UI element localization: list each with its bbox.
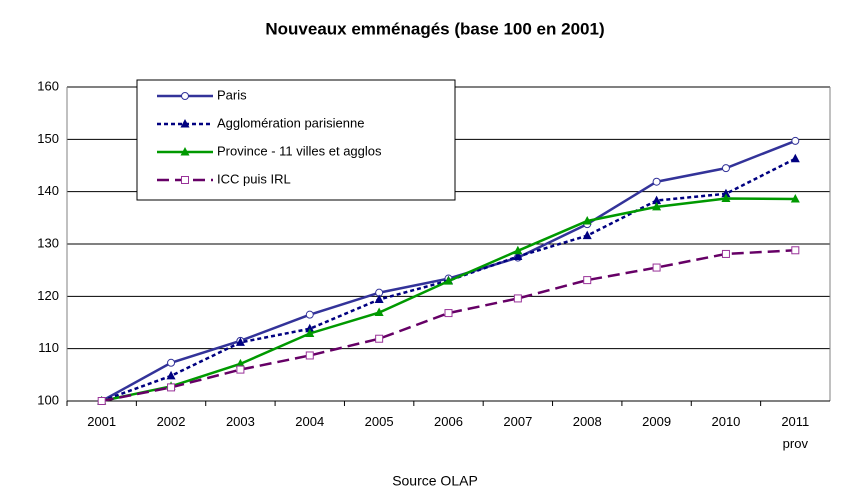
point [513,245,523,255]
point [721,164,730,173]
y-tick-label: 140 [37,183,59,198]
chart-title: Nouveaux emménagés (base 100 en 2001) [265,19,604,38]
point [167,358,176,367]
point [652,195,662,205]
point [582,215,592,225]
x-tick-label: 2011 prov [781,414,809,451]
legend-label: Paris [217,87,247,102]
y-tick-label: 150 [37,131,59,146]
point [180,147,190,156]
point [513,251,523,261]
point [791,246,800,255]
point [652,263,661,272]
x-tick-label: 2006 [434,414,463,429]
legend-label: Agglomération parisienne [217,115,364,130]
point [181,92,189,100]
y-tick-label: 120 [37,288,59,303]
x-tick-label: 2005 [365,414,394,429]
point [375,334,384,343]
point [305,328,315,337]
point [652,177,661,186]
point [790,193,800,203]
point [791,136,800,145]
y-tick-label: 130 [37,235,59,250]
point [721,193,731,202]
legend-box [136,79,456,201]
point [181,176,189,184]
point [97,397,106,405]
point [305,310,314,319]
x-tick-label: 2008 [573,414,602,429]
point [235,337,245,346]
x-tick-label: 2010 [711,414,740,429]
point [236,365,245,374]
point [583,276,592,285]
point [167,383,176,392]
y-tick-label: 110 [38,340,59,355]
point [513,294,522,303]
point [721,188,731,198]
point [305,323,315,333]
x-tick-label: 2009 [642,414,671,429]
x-axis-label: Source OLAP [392,473,478,489]
point [721,249,730,258]
point [790,153,800,163]
legend-label: Province - 11 villes et agglos [217,143,382,158]
point [444,309,453,318]
y-tick-label: 160 [37,78,59,93]
y-tick-label: 100 [37,392,59,407]
point [305,351,314,360]
point [166,370,176,380]
x-tick-label: 2004 [295,414,324,429]
point [444,276,453,285]
point [374,294,384,303]
point [235,358,245,368]
series-line [101,249,796,403]
point [180,119,190,128]
point [652,201,662,211]
x-tick-label: 2002 [157,414,186,429]
series-line [101,197,796,403]
point [582,230,592,240]
x-tick-label: 2003 [226,414,255,429]
x-tick-label: 2001 [87,414,116,429]
x-tick-label: 2007 [503,414,532,429]
point [374,307,384,317]
legend-label: ICC puis IRL [217,171,291,186]
